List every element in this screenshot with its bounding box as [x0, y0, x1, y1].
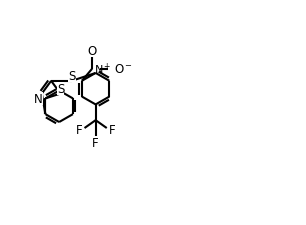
Text: N: N — [34, 93, 43, 106]
Text: F: F — [92, 136, 99, 149]
Text: F: F — [109, 123, 115, 136]
Text: S: S — [57, 83, 64, 96]
Text: O$^-$: O$^-$ — [114, 63, 133, 76]
Text: S: S — [68, 70, 76, 83]
Text: O: O — [88, 45, 97, 57]
Text: F: F — [76, 123, 83, 136]
Text: N$^+$: N$^+$ — [94, 62, 111, 77]
